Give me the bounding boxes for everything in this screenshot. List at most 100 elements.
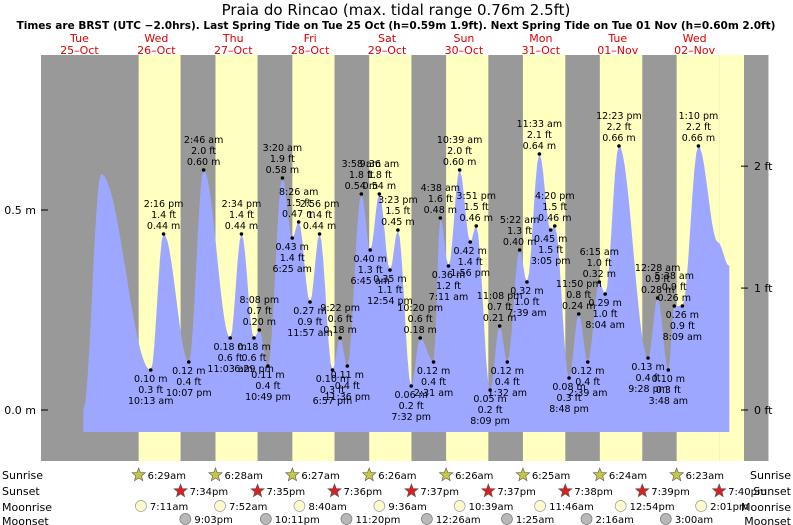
tide-height-m: 0.27 m: [293, 306, 326, 317]
tide-time: 6:45 am: [350, 276, 389, 287]
tide-point: [308, 300, 312, 304]
tide-time: 3:05 pm: [531, 256, 571, 267]
tide-height-ft: 0.7 ft: [247, 306, 272, 317]
moonset-icon: [340, 513, 353, 525]
tide-time: 8:08 pm: [239, 295, 279, 306]
tide-point: [338, 336, 342, 340]
tide-height-ft: 1.4 ft: [229, 210, 254, 221]
tide-point: [228, 336, 232, 340]
tide-time: 11:03 am: [207, 364, 252, 375]
day-date: 31–Oct: [522, 44, 561, 57]
tide-height-m: 0.18 m: [403, 325, 436, 336]
left-tick-label: 0.5 m: [4, 204, 36, 217]
sunrise-icon: [361, 467, 377, 482]
sunset-icon: [480, 483, 496, 498]
tide-point: [239, 232, 244, 236]
sunrise-icon: [438, 467, 454, 482]
tide-height-m: 0.47 m: [282, 209, 315, 220]
tide-time: 6:15 am: [580, 247, 619, 258]
moonrise-time: 7:11am: [150, 502, 188, 513]
sunrise-icon: [284, 467, 300, 482]
row-label-moonset-right: Moonset: [744, 515, 791, 525]
tide-time: 2:34 pm: [222, 199, 262, 210]
sunset-time: 7:38pm: [574, 487, 613, 498]
tide-time: 8:04 am: [585, 320, 624, 331]
tide-height-ft: 0.4 ft: [176, 377, 201, 388]
tide-time: 9:22 pm: [320, 303, 360, 314]
tide-point: [359, 192, 364, 196]
sunrise-time: 6:25am: [532, 471, 570, 482]
tide-time: 12:54 pm: [367, 296, 413, 307]
tide-point: [537, 152, 542, 156]
tide-height-ft: 0.6 ft: [218, 353, 243, 364]
tide-height-ft: 2.0 ft: [191, 146, 216, 157]
tide-height-ft: 0.3 ft: [320, 385, 345, 396]
sunset-icon: [634, 483, 650, 498]
tide-height-m: 0.58 m: [266, 165, 299, 176]
tide-time: 7:32 pm: [391, 412, 431, 423]
tide-point: [280, 176, 285, 180]
tide-height-ft: 1.0 ft: [587, 258, 612, 269]
tide-point: [201, 168, 206, 172]
tide-point: [345, 364, 350, 368]
tide-time: 5:38 am: [655, 271, 694, 282]
moonrise-icon: [373, 500, 386, 512]
day-date: 01–Nov: [597, 44, 638, 57]
tide-height-m: 0.45 m: [534, 234, 567, 245]
tide-time: 11:50 pm: [556, 279, 602, 290]
tide-height-ft: 0.6 ft: [241, 353, 266, 364]
tide-point: [646, 356, 650, 360]
moonrise-time: 2:01pm: [710, 502, 749, 513]
tide-height-m: 0.42 m: [453, 246, 486, 257]
tide-point: [148, 368, 153, 372]
tide-height-ft: 1.5 ft: [385, 206, 410, 217]
row-label-sunrise: Sunrise: [2, 469, 43, 482]
tide-time: 8:09 am: [663, 332, 702, 343]
tide-height-m: 0.44 m: [147, 221, 180, 232]
day-weekday: Tue: [69, 32, 89, 45]
tide-point: [161, 232, 166, 236]
tide-height-m: 0.12 m: [172, 366, 205, 377]
tide-height-m: 0.48 m: [424, 205, 457, 216]
tide-height-m: 0.10 m: [316, 374, 349, 385]
moonrise-time: 9:36am: [388, 502, 426, 513]
tide-height-ft: 0.4 ft: [335, 381, 360, 392]
tide-point: [474, 224, 479, 228]
tide-height-m: 0.11 m: [331, 370, 364, 381]
tide-point: [409, 384, 413, 388]
day-weekday: Fri: [304, 32, 317, 45]
tide-height-m: 0.05 m: [473, 394, 506, 405]
tide-height-ft: 0.9 ft: [662, 282, 687, 293]
tide-height-m: 0.46 m: [538, 213, 571, 224]
tide-time: 3:58 am: [342, 159, 381, 170]
tide-point: [548, 228, 553, 232]
tide-height-ft: 0.4 ft: [255, 381, 280, 392]
moonset-icon: [179, 513, 192, 525]
sunset-time: 7:35pm: [267, 487, 306, 498]
tide-time: 3:51 pm: [456, 191, 496, 202]
moonset-icon: [501, 513, 513, 525]
tide-time: 9:36 am: [360, 159, 399, 170]
tide-height-m: 0.46 m: [460, 213, 493, 224]
tide-point: [552, 224, 557, 228]
tide-height-ft: 1.3 ft: [358, 265, 383, 276]
tide-point: [431, 360, 436, 364]
tide-height-m: 0.26 m: [666, 310, 699, 321]
tide-height-ft: 1.4 ft: [280, 253, 305, 264]
tide-height-ft: 0.3 ft: [557, 393, 582, 404]
moonrise-time: 12:54pm: [630, 502, 675, 513]
tide-height-ft: 1.2 ft: [436, 281, 461, 292]
tide-height-m: 0.21 m: [483, 313, 516, 324]
tide-height-ft: 1.8 ft: [367, 170, 392, 181]
tide-point: [505, 360, 510, 364]
moonset-time: 11:20pm: [355, 515, 400, 525]
sunset-icon: [711, 483, 727, 498]
tide-point: [252, 336, 256, 340]
tide-time: 1:10 pm: [679, 111, 719, 122]
row-label-sunset-right: Sunset: [753, 485, 791, 498]
tide-height-ft: 1.5 ft: [286, 198, 311, 209]
day-weekday: Mon: [529, 32, 552, 45]
moonset-time: 9:03pm: [194, 515, 233, 525]
tide-height-ft: 0.7 ft: [487, 302, 512, 313]
tide-height-ft: 2.2 ft: [606, 122, 631, 133]
